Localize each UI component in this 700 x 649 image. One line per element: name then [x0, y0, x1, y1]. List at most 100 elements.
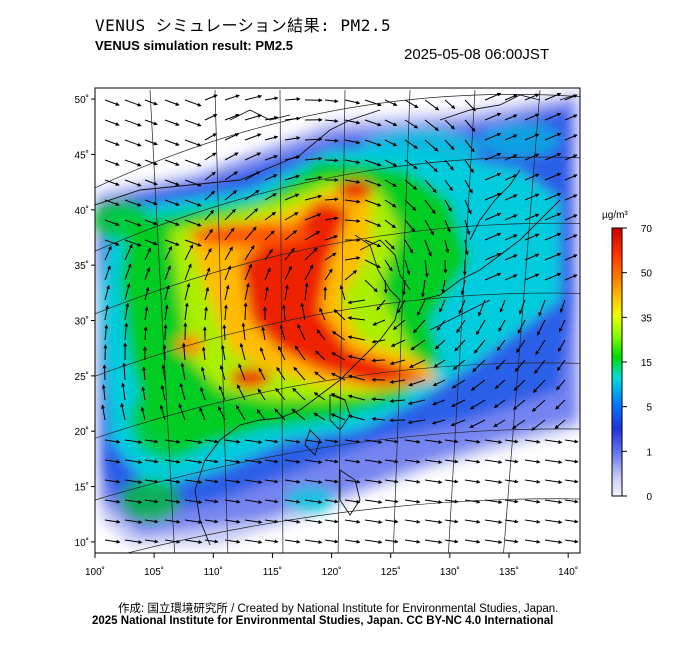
wind-arrow	[324, 539, 339, 544]
wind-arrow	[244, 282, 250, 301]
wind-arrow	[144, 286, 150, 301]
wind-arrow	[494, 379, 506, 389]
wind-arrow	[504, 499, 519, 504]
wind-arrow	[564, 254, 578, 261]
wind-arrow	[201, 346, 206, 361]
lat-tick-label: 30˚	[75, 316, 89, 328]
wind-arrow	[532, 379, 546, 393]
wind-arrow	[536, 319, 546, 336]
wind-arrow	[162, 344, 167, 361]
wind-arrow	[364, 139, 382, 147]
wind-arrow	[424, 219, 434, 236]
wind-arrow	[531, 399, 546, 412]
wind-arrow	[404, 199, 417, 211]
wind-arrow	[344, 439, 361, 444]
wind-arrow	[324, 439, 339, 444]
wind-arrow	[344, 459, 361, 464]
wind-arrow	[347, 394, 366, 401]
wind-arrow	[364, 219, 382, 227]
wind-arrow	[371, 416, 386, 421]
wind-arrow	[101, 384, 106, 401]
wind-arrow	[224, 190, 238, 201]
wind-arrow	[256, 409, 266, 421]
wind-arrow	[284, 265, 292, 281]
wind-arrow	[144, 439, 159, 444]
wind-arrow	[504, 154, 518, 161]
wind-arrow	[392, 319, 406, 330]
wind-arrow	[180, 362, 186, 381]
wind-arrow	[389, 399, 406, 404]
wind-arrow	[444, 139, 455, 150]
wind-arrow	[261, 326, 266, 341]
wind-arrow	[384, 179, 397, 187]
wind-arrow	[524, 173, 540, 181]
wind-arrow	[284, 439, 301, 444]
wind-arrow	[279, 324, 286, 341]
wind-arrow	[478, 299, 486, 317]
wind-arrow	[424, 239, 432, 257]
wind-arrow	[407, 419, 426, 425]
timestamp: 2025-05-08 06:00JST	[404, 46, 550, 63]
wind-arrow	[319, 307, 326, 321]
wind-arrow	[244, 263, 252, 281]
wind-arrow	[417, 299, 426, 316]
wind-arrow	[104, 139, 120, 146]
wind-arrow	[347, 316, 366, 321]
colorbar-tick-label: 35	[641, 313, 653, 324]
wind-arrow	[464, 139, 475, 153]
wind-arrow	[104, 499, 121, 504]
wind-arrow	[444, 119, 455, 130]
wind-arrow	[103, 344, 108, 361]
wind-arrow	[407, 399, 426, 406]
wind-arrow	[124, 139, 142, 147]
wind-arrow	[278, 345, 286, 361]
wind-arrow	[224, 439, 241, 444]
wind-arrow	[564, 274, 578, 281]
wind-arrow	[104, 324, 109, 341]
wind-arrow	[316, 329, 326, 341]
wind-arrow	[104, 479, 121, 484]
wind-arrow	[424, 539, 443, 544]
wind-arrow	[164, 219, 180, 226]
wind-arrow	[464, 179, 473, 194]
wind-arrow	[493, 399, 506, 409]
wind-arrow	[484, 459, 503, 464]
wind-arrow	[239, 342, 246, 361]
wind-arrow	[184, 244, 194, 261]
wind-arrow	[181, 342, 186, 361]
wind-arrow	[498, 319, 506, 332]
wind-arrow	[424, 179, 437, 194]
wind-arrow	[484, 252, 502, 261]
wind-arrow	[376, 299, 386, 311]
wind-arrow	[464, 459, 481, 464]
wind-arrow	[259, 347, 266, 361]
wind-arrow	[304, 459, 323, 464]
wind-arrow	[364, 119, 382, 127]
wind-arrow	[331, 352, 346, 361]
wind-arrow	[124, 119, 142, 127]
wind-arrow	[544, 479, 563, 484]
wind-arrow	[164, 139, 180, 146]
wind-arrow	[104, 304, 110, 321]
lon-tick-label: 135˚	[499, 566, 519, 578]
wind-arrow	[244, 171, 261, 181]
wind-arrow	[484, 439, 503, 444]
wind-arrow	[294, 345, 306, 361]
wind-arrow	[556, 379, 566, 391]
wind-arrow	[544, 539, 563, 544]
lon-tick-label: 115˚	[263, 566, 282, 578]
wind-arrow	[454, 339, 466, 352]
wind-arrow	[564, 134, 578, 141]
wind-arrow	[164, 284, 170, 301]
wind-arrow	[460, 279, 466, 296]
wind-arrow	[554, 419, 566, 429]
wind-arrow	[236, 384, 246, 401]
wind-arrow	[238, 363, 246, 381]
wind-arrow	[224, 208, 236, 221]
lat-axis: 50˚ 45˚ 40˚ 35˚ 30˚ 25˚ 20˚ 15˚ 10˚	[75, 94, 95, 549]
wind-arrow	[364, 159, 382, 167]
wind-arrow	[324, 268, 333, 281]
wind-arrow	[557, 339, 566, 352]
lon-tick-label: 110˚	[204, 566, 223, 578]
wind-arrow	[404, 139, 419, 149]
